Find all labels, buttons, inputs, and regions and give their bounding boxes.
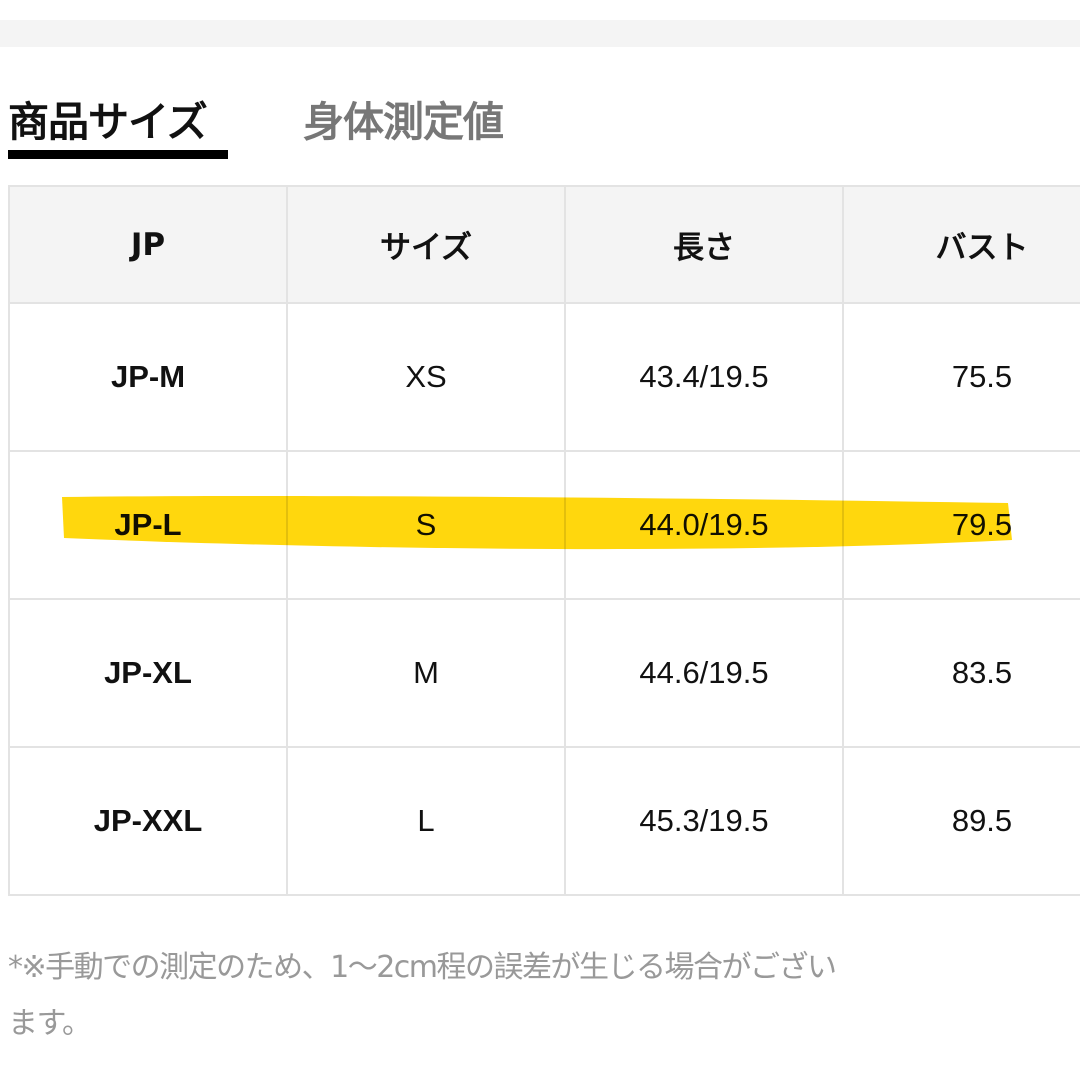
table-row: JP-XL M 44.6/19.5 83.5 bbox=[8, 598, 1080, 748]
cell-size: M bbox=[286, 598, 566, 748]
cell-jp: JP-XXL bbox=[8, 746, 288, 896]
cell-size: XS bbox=[286, 302, 566, 452]
note-line: *※手動での測定のため、1〜2cm程の誤差が生じる場合がござい bbox=[8, 950, 837, 985]
cell-jp: JP-XL bbox=[8, 598, 288, 748]
cell-length: 44.0/19.5 bbox=[564, 450, 844, 600]
table-header-row: JP サイズ 長さ バスト bbox=[8, 185, 1080, 304]
tab-body-measurements[interactable]: 身体測定値 bbox=[303, 98, 504, 146]
cell-bust: 75.5 bbox=[842, 302, 1080, 452]
size-table: JP サイズ 長さ バスト JP-M XS 43.4/19.5 75.5 JP-… bbox=[8, 185, 1080, 896]
cell-jp: JP-L bbox=[8, 450, 288, 600]
tab-product-size[interactable]: 商品サイズ bbox=[8, 98, 208, 146]
header-bust: バスト bbox=[842, 185, 1080, 304]
top-divider-band bbox=[0, 20, 1080, 47]
cell-bust: 83.5 bbox=[842, 598, 1080, 748]
cell-jp: JP-M bbox=[8, 302, 288, 452]
header-jp: JP bbox=[8, 185, 288, 304]
cell-length: 43.4/19.5 bbox=[564, 302, 844, 452]
header-size: サイズ bbox=[286, 185, 566, 304]
table-row-highlighted: JP-L S 44.0/19.5 79.5 bbox=[8, 450, 1080, 600]
cell-size: S bbox=[286, 450, 566, 600]
measurement-note: *※手動での測定のため、1〜2cm程の誤差が生じる場合がござい ます。 bbox=[8, 940, 837, 1052]
cell-length: 45.3/19.5 bbox=[564, 746, 844, 896]
table-row: JP-M XS 43.4/19.5 75.5 bbox=[8, 302, 1080, 452]
active-tab-indicator bbox=[8, 150, 228, 159]
header-length: 長さ bbox=[564, 185, 844, 304]
note-line: ます。 bbox=[8, 1006, 92, 1041]
cell-bust: 89.5 bbox=[842, 746, 1080, 896]
cell-length: 44.6/19.5 bbox=[564, 598, 844, 748]
cell-bust: 79.5 bbox=[842, 450, 1080, 600]
cell-size: L bbox=[286, 746, 566, 896]
table-row: JP-XXL L 45.3/19.5 89.5 bbox=[8, 746, 1080, 896]
